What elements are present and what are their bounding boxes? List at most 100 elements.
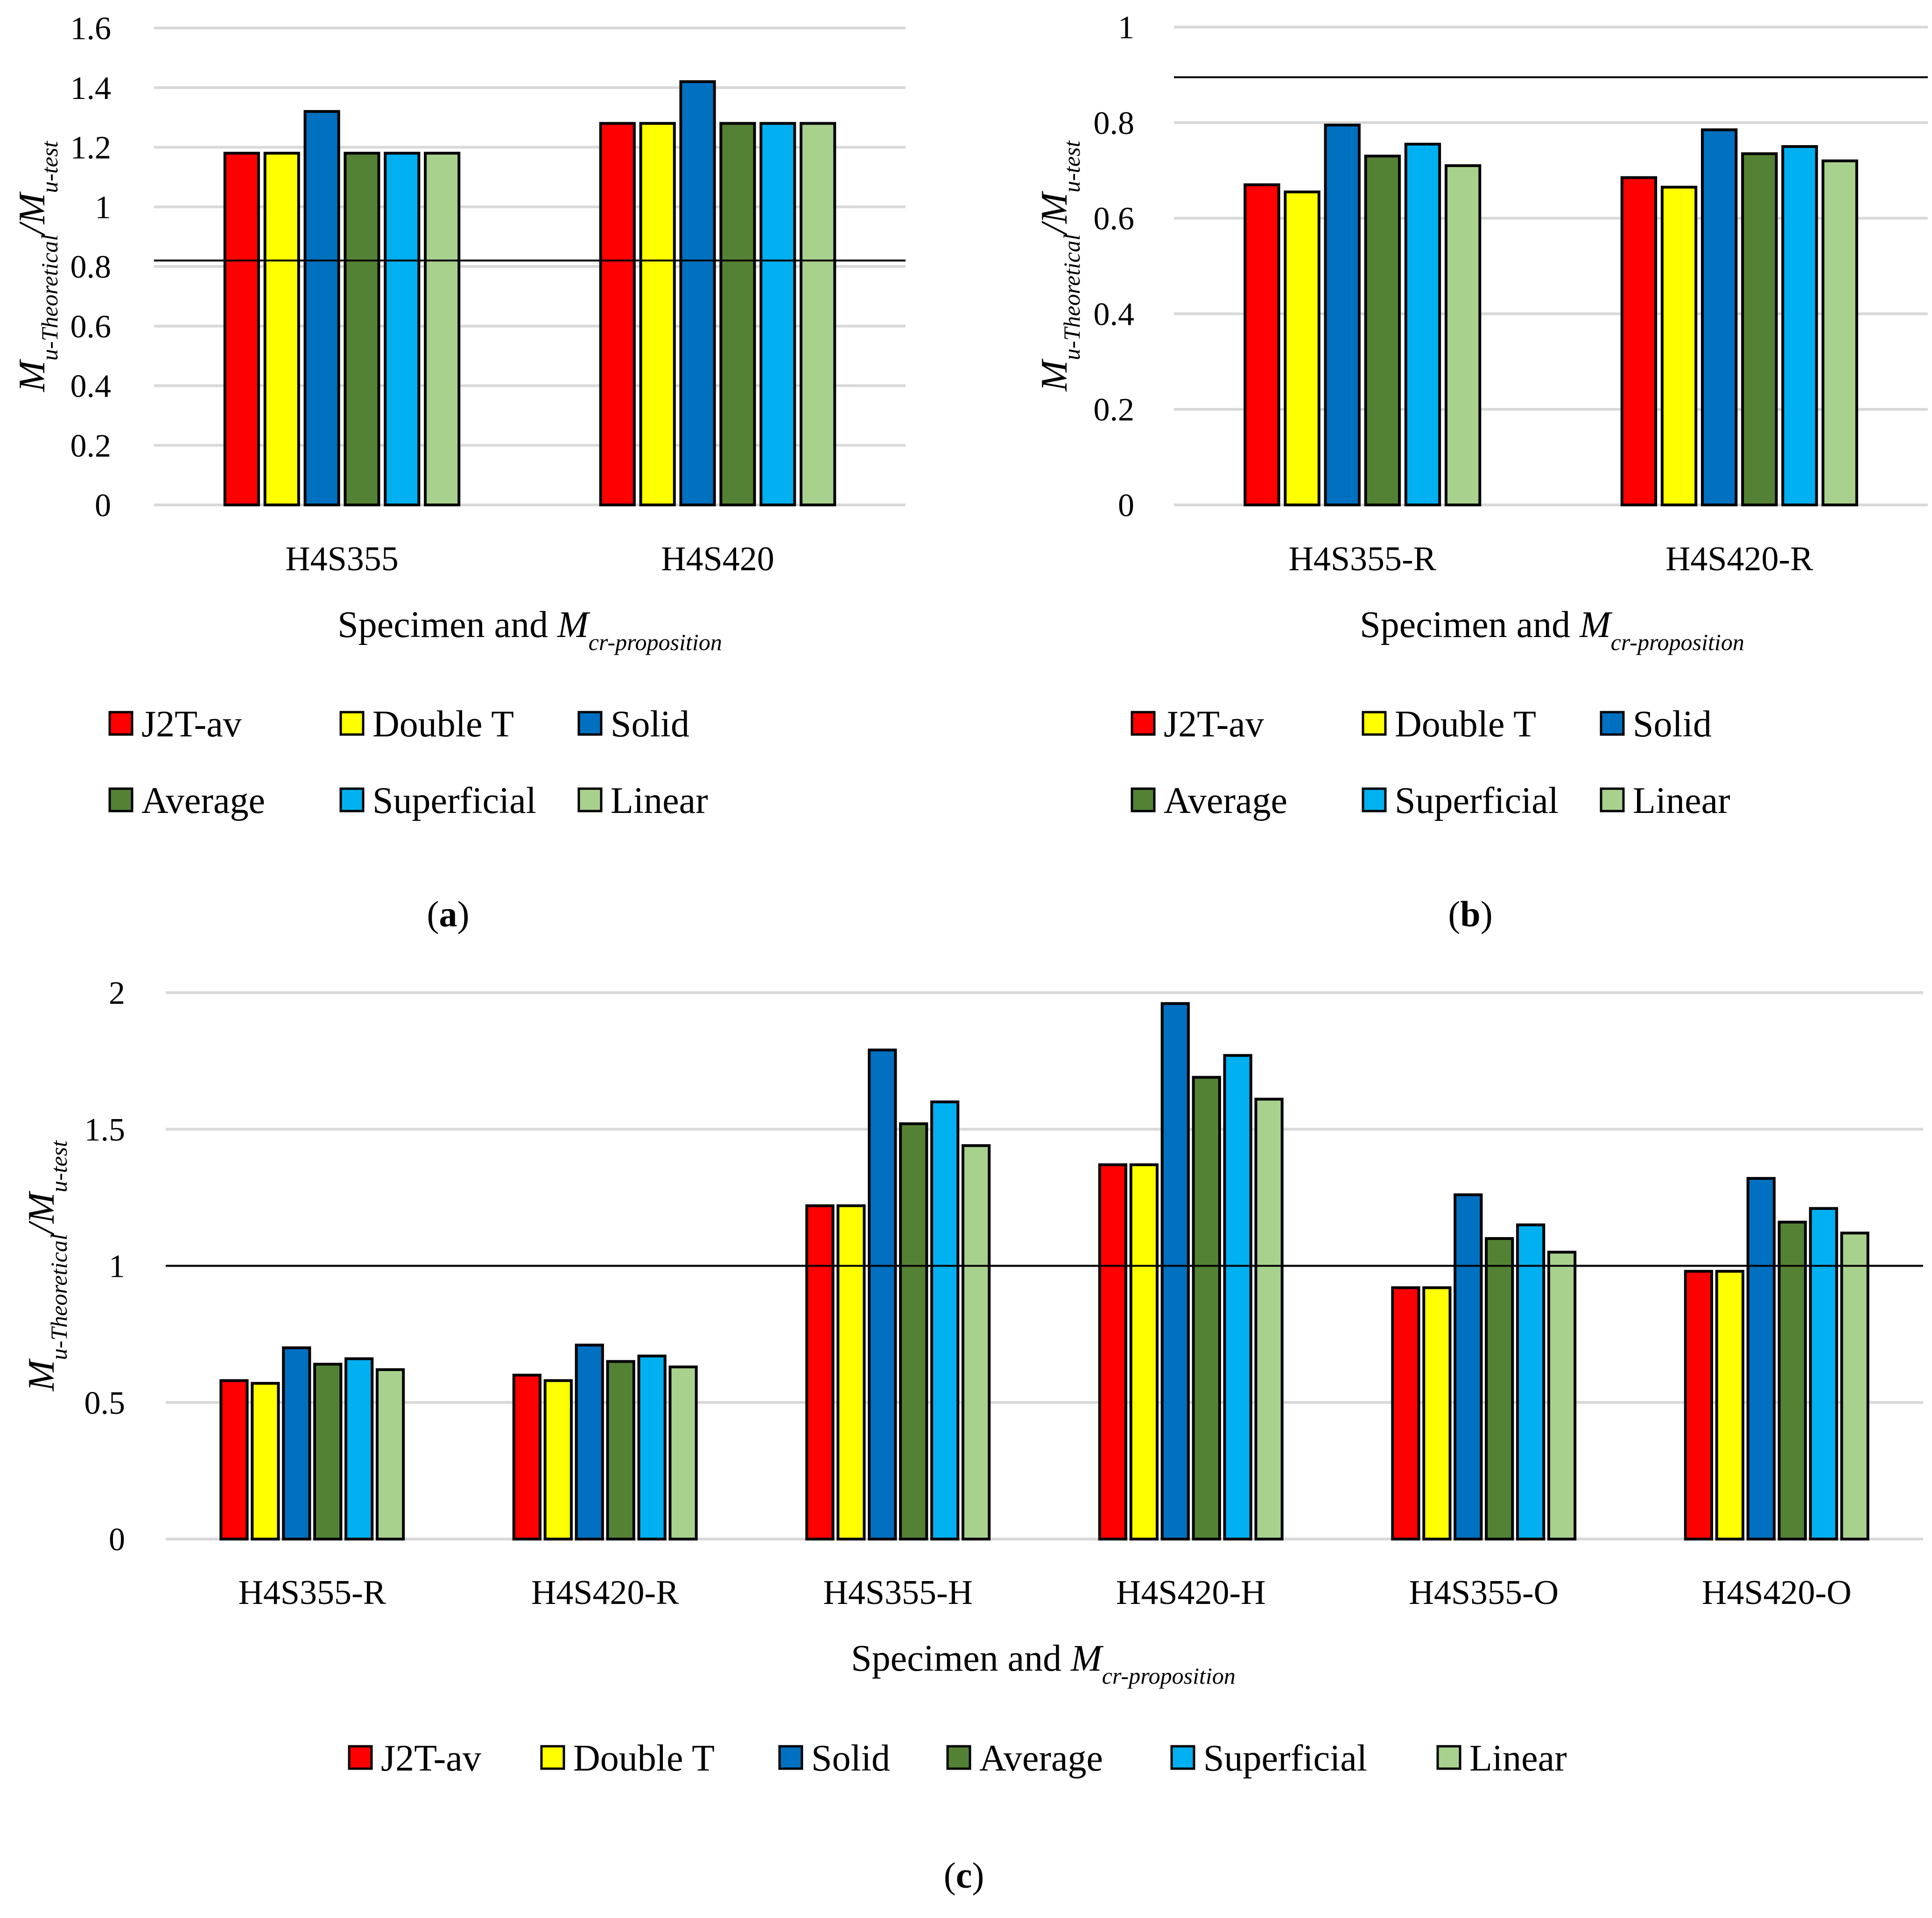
x-axis-title-subscript: cr-proposition: [589, 629, 722, 655]
y-tick-label: 0.8: [1094, 105, 1135, 141]
y-tick-label: 0: [1118, 488, 1134, 524]
x-axis-title-text: Specimen and: [851, 1638, 1071, 1679]
caption-text: ): [457, 894, 470, 934]
legend-label: Linear: [1469, 1738, 1567, 1779]
y-tick-label: 1.2: [70, 130, 112, 166]
bar: [599, 122, 636, 506]
legend-label: Average: [979, 1738, 1103, 1779]
chart-b: 0 0.2 0.4 0.6 0.8 1 H4S355-R H4S420-R Specimen a…: [1034, 10, 1928, 934]
x-axis-title-subscript: cr-proposition: [1611, 629, 1744, 655]
y-tick-label: 0.6: [1094, 201, 1135, 237]
bar: [1516, 1223, 1546, 1541]
bar: [512, 1373, 542, 1540]
y-tick-label: 1: [109, 1249, 125, 1285]
bar: [1821, 159, 1858, 507]
bar: [1444, 164, 1482, 506]
y-tick-label: 0.2: [70, 428, 112, 464]
caption-text: ): [1481, 894, 1493, 934]
x-axis-title-subscript: cr-proposition: [1102, 1663, 1236, 1689]
x-tick-label: H4S420-R: [1665, 540, 1813, 578]
bar: [1391, 1286, 1420, 1541]
bar: [1781, 145, 1818, 506]
bar: [313, 1363, 343, 1541]
bar: [1701, 128, 1738, 507]
bar: [1547, 1251, 1577, 1541]
bar: [1741, 152, 1778, 506]
y-tick-label: 0.4: [70, 369, 112, 405]
bar: [219, 1379, 249, 1540]
x-tick-label: H4S420-H: [1116, 1574, 1266, 1612]
legend-swatch: [339, 711, 365, 736]
bar: [1660, 186, 1698, 507]
legend-swatch: [1600, 787, 1625, 812]
y-tick-label: 0: [95, 488, 111, 524]
bar: [1454, 1193, 1483, 1540]
y-axis-title-symbol: M: [1034, 358, 1075, 392]
bar: [1129, 1163, 1159, 1540]
y-tick-label: 1.5: [84, 1112, 126, 1148]
legend-swatch: [540, 1745, 565, 1770]
legend-label: Linear: [611, 780, 708, 821]
bar: [282, 1346, 311, 1540]
bar: [263, 152, 300, 506]
legend-label: Average: [141, 780, 265, 821]
chart-caption: (a): [427, 894, 470, 934]
bar: [1324, 123, 1361, 507]
bar: [719, 122, 756, 506]
y-axis-title-subscript: u-test: [46, 1140, 72, 1192]
bar: [424, 152, 461, 506]
y-axis-title-symbol: M: [21, 1358, 62, 1392]
y-axis-title-subscript: u-Theoretical: [46, 1234, 72, 1360]
legend-swatch: [1131, 711, 1156, 736]
bar: [1485, 1237, 1514, 1540]
y-axis-title: Mu-Theoretical/Mu-test: [1034, 140, 1085, 392]
caption-letter: c: [956, 1855, 972, 1896]
bar: [899, 1122, 928, 1541]
x-tick-label: H4S420-R: [531, 1574, 679, 1612]
bar: [1160, 1002, 1190, 1540]
x-tick-label: H4S355-R: [238, 1574, 386, 1612]
bar: [223, 152, 260, 506]
caption-text: (: [944, 1855, 956, 1896]
legend-swatch: [946, 1745, 971, 1770]
y-axis-title-symbol: M: [12, 358, 53, 392]
x-axis-title: Specimen and Mcr-proposition: [337, 604, 722, 655]
bar: [805, 1204, 835, 1540]
legend-label: J2T-av: [1164, 704, 1264, 745]
x-axis-title-symbol: M: [1579, 604, 1613, 645]
legend-label: Solid: [811, 1738, 890, 1779]
legend-label: Superficial: [1395, 780, 1559, 821]
legend-swatch: [577, 787, 603, 812]
bar: [836, 1204, 866, 1540]
bar: [375, 1368, 405, 1540]
bar: [1809, 1207, 1838, 1540]
x-axis-title-symbol: M: [1070, 1638, 1104, 1679]
bar: [575, 1344, 604, 1540]
legend-swatch: [778, 1745, 803, 1770]
legend-label: Superficial: [372, 780, 536, 821]
y-axis-title-symbol: /M: [12, 191, 53, 236]
y-axis-title: Mu-Theoretical/Mu-test: [12, 140, 63, 392]
legend-swatch: [348, 1745, 373, 1770]
x-axis-title-text: Specimen and: [1360, 604, 1580, 645]
legend-swatch: [1131, 787, 1156, 812]
y-tick-label: 0.4: [1094, 296, 1135, 332]
bar: [1244, 183, 1280, 507]
legend-label: J2T-av: [141, 704, 242, 745]
bar: [1840, 1232, 1869, 1540]
legend-swatch: [1362, 787, 1387, 812]
bar: [1422, 1286, 1452, 1541]
x-tick-label: H4S355-R: [1288, 540, 1436, 578]
legend-label: Solid: [1633, 704, 1712, 745]
legend-swatch: [108, 787, 133, 812]
caption-letter: b: [1460, 894, 1480, 934]
bar: [668, 1365, 698, 1540]
legend-label: Linear: [1633, 780, 1730, 821]
bar: [1192, 1076, 1221, 1540]
x-tick-label: H4S355-O: [1409, 1574, 1559, 1612]
bar: [1746, 1177, 1776, 1540]
bar: [679, 80, 716, 507]
y-tick-label: 2: [109, 975, 125, 1011]
bar: [1098, 1163, 1128, 1540]
